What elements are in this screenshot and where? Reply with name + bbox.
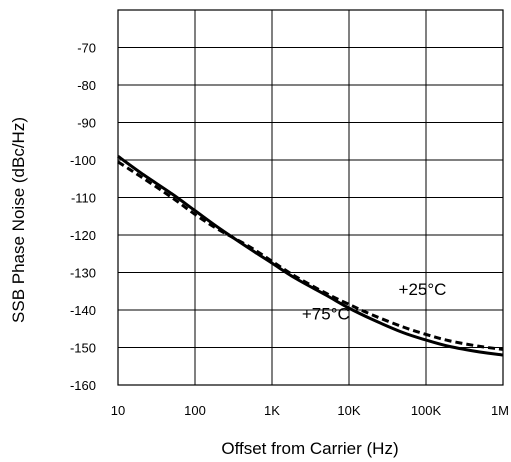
curve-annotation: +75°C [302, 304, 350, 323]
chart-grid [117, 9, 504, 386]
y-tick-labels: -70 -80 -90 -100 -110 -120 -130 -140 -150 -160 [70, 41, 96, 394]
y-tick-label: -80 [77, 78, 96, 93]
y-tick-label: -150 [70, 341, 96, 356]
series-line-solid [117, 155, 504, 357]
y-tick-label: -120 [70, 228, 96, 243]
chart-series [117, 155, 504, 357]
y-tick-label: -130 [70, 266, 96, 281]
x-tick-label: 1K [264, 403, 280, 418]
x-tick-labels: 10 100 1K 10K 100K 1M [111, 403, 509, 418]
x-tick-label: 1M [491, 403, 509, 418]
x-axis-label: Offset from Carrier (Hz) [221, 439, 398, 458]
x-tick-label: 100K [411, 403, 442, 418]
x-tick-label: 10 [111, 403, 125, 418]
y-tick-label: -140 [70, 303, 96, 318]
x-tick-label: 100 [184, 403, 206, 418]
x-tick-label: 10K [337, 403, 360, 418]
y-axis-label: SSB Phase Noise (dBc/Hz) [9, 117, 28, 323]
y-tick-label: -160 [70, 378, 96, 393]
curve-annotation: +25°C [399, 280, 447, 299]
y-tick-label: -110 [71, 191, 96, 206]
series-line-dashed [117, 160, 504, 351]
y-tick-label: -70 [77, 41, 96, 56]
chart-annotations: +25°C +75°C [302, 280, 447, 323]
y-tick-label: -90 [77, 116, 96, 131]
y-tick-label: -100 [70, 153, 96, 168]
